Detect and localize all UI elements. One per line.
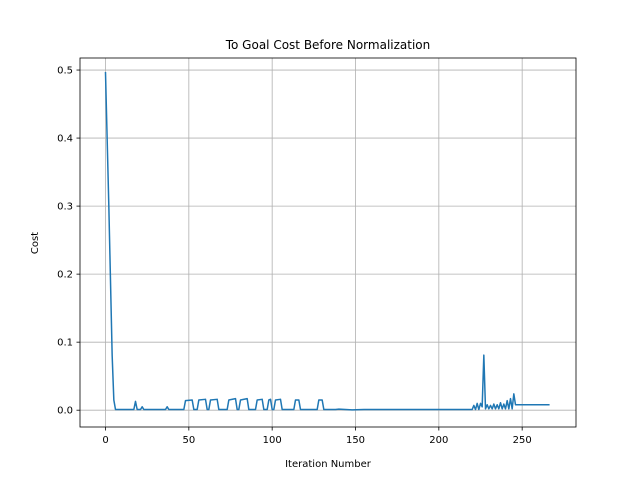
y-tick-label: 0.1	[57, 338, 73, 349]
y-tick-label: 0.5	[57, 66, 73, 77]
y-tick-label: 0.4	[57, 134, 73, 145]
series-line-0	[104, 71, 550, 411]
ticks: 0 50 100 150 200 250 0.0 0.1 0.2 0.3 0.4 0.5	[57, 66, 532, 446]
y-tick-label: 0.3	[57, 202, 73, 213]
x-tick-label: 250	[513, 435, 532, 446]
x-tick-label: 150	[346, 435, 365, 446]
y-tick-label: 0.2	[57, 270, 73, 281]
y-tick-label: 0.0	[57, 406, 73, 417]
axes-frame	[79, 57, 577, 428]
x-tick-label: 50	[182, 435, 195, 446]
x-tick-label: 200	[429, 435, 448, 446]
x-tick-label: 0	[102, 435, 108, 446]
y-axis-label: Cost	[30, 232, 41, 254]
series-layer	[104, 71, 550, 411]
x-tick-label: 100	[263, 435, 282, 446]
chart-title: To Goal Cost Before Normalization	[225, 38, 431, 52]
x-axis-label: Iteration Number	[285, 459, 372, 470]
